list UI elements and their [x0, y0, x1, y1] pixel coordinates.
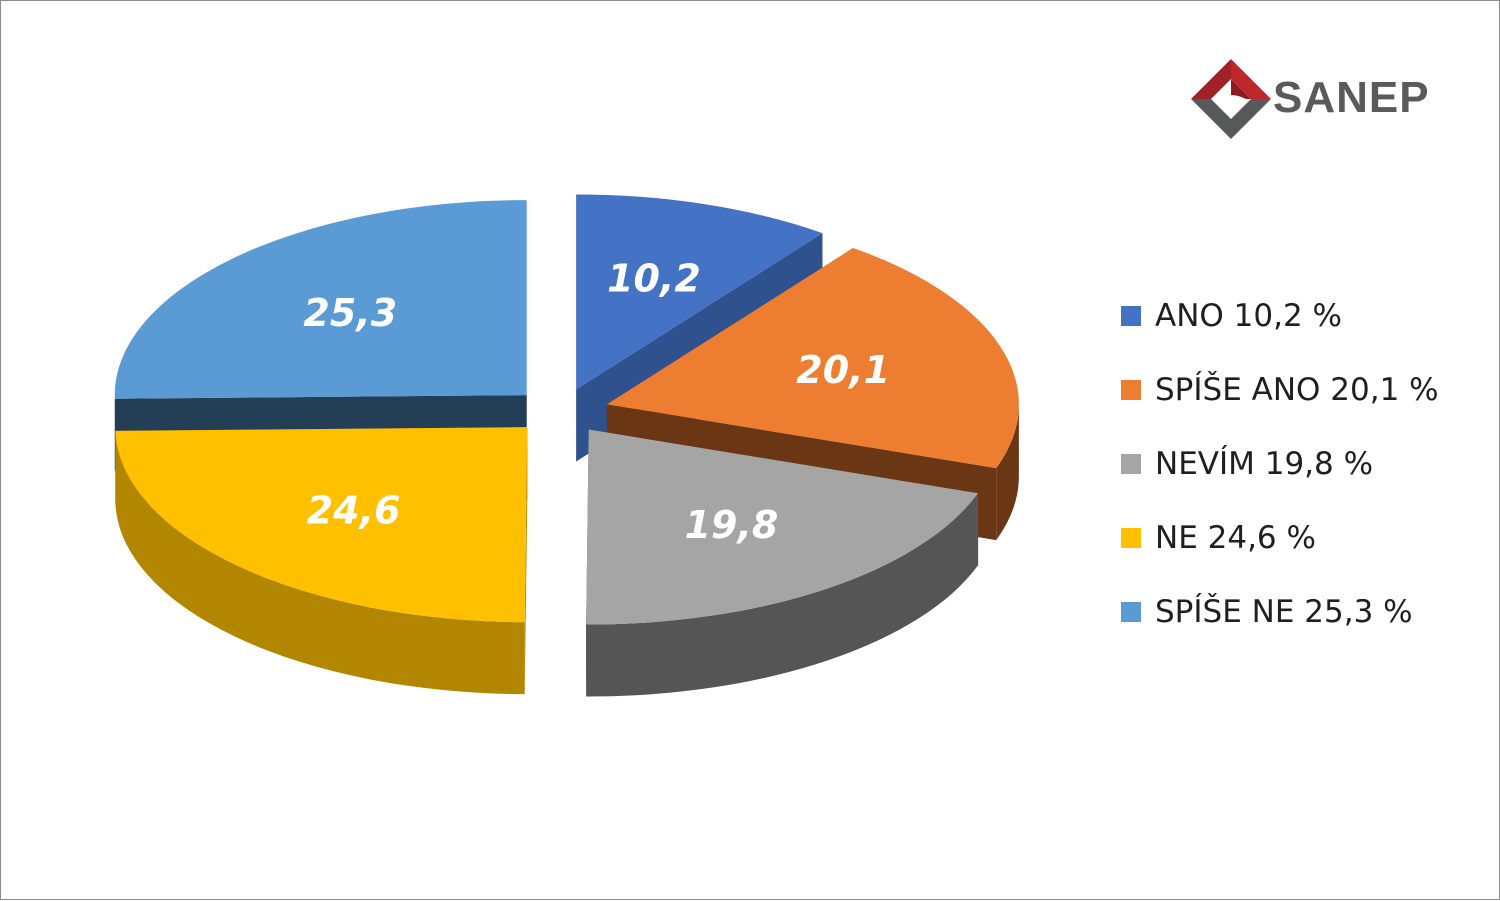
sanep-logo: SANEP	[1191, 59, 1441, 139]
data-label: 24,6	[307, 488, 401, 532]
legend-swatch	[1121, 454, 1141, 474]
legend-swatch	[1121, 380, 1141, 400]
legend-label: SPÍŠE NE 25,3 %	[1155, 594, 1413, 630]
pie-slices	[115, 194, 1019, 696]
data-label: 10,2	[607, 256, 701, 300]
data-label: 25,3	[303, 291, 397, 335]
data-label: 19,8	[685, 503, 779, 547]
legend-item-spise-ne: SPÍŠE NE 25,3 %	[1121, 575, 1491, 649]
legend-swatch	[1121, 528, 1141, 548]
legend-swatch	[1121, 602, 1141, 622]
legend-label: ANO 10,2 %	[1155, 298, 1342, 334]
legend: ANO 10,2 % SPÍŠE ANO 20,1 % NEVÍM 19,8 %…	[1121, 279, 1491, 649]
legend-item-spise-ano: SPÍŠE ANO 20,1 %	[1121, 353, 1491, 427]
legend-item-nevim: NEVÍM 19,8 %	[1121, 427, 1491, 501]
pie-slice-ne	[115, 427, 527, 694]
legend-item-ano: ANO 10,2 %	[1121, 279, 1491, 353]
legend-label: NEVÍM 19,8 %	[1155, 446, 1373, 482]
legend-label: SPÍŠE ANO 20,1 %	[1155, 372, 1439, 408]
sanep-logo-icon	[1191, 59, 1273, 139]
legend-label: NE 24,6 %	[1155, 520, 1316, 556]
legend-item-ne: NE 24,6 %	[1121, 501, 1491, 575]
logo-text: SANEP	[1273, 73, 1430, 123]
data-label: 20,1	[796, 348, 890, 392]
legend-swatch	[1121, 306, 1141, 326]
